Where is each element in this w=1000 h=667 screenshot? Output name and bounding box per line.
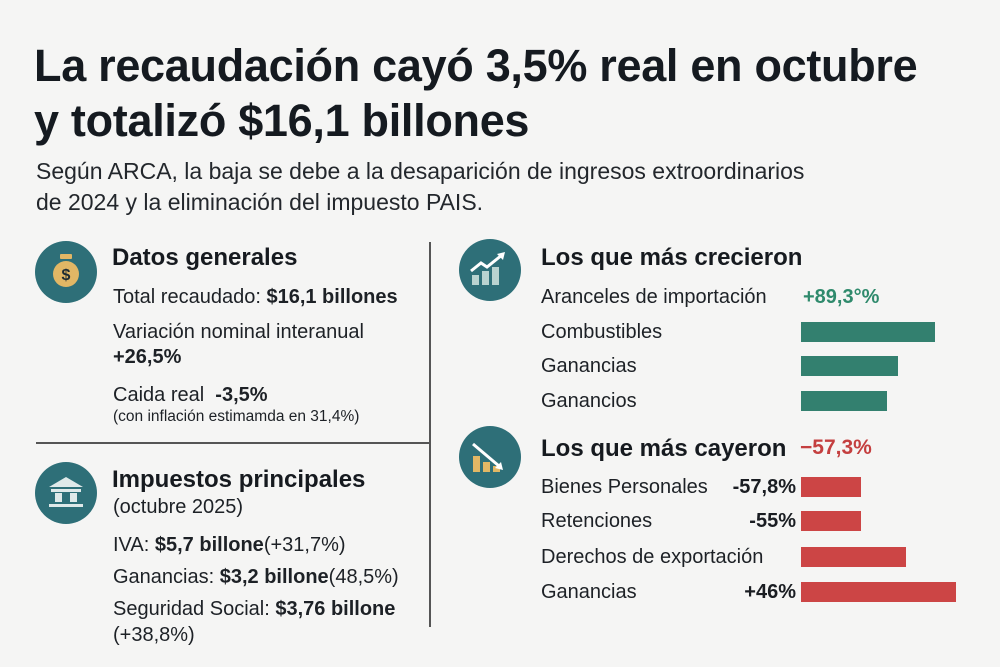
subtitle-line-2: de 2024 y la eliminación del impuesto PA… [36, 189, 484, 215]
cayeron-label: Derechos de exportación [541, 546, 764, 568]
crecieron-bar [801, 322, 935, 342]
cayeron-label: Retenciones [541, 510, 653, 532]
money-bag-icon: $ [35, 241, 97, 303]
cayeron-heading: Los que más cayeron [541, 435, 787, 462]
title-line-1: La recaudación cayó 3,5% real en octubre [34, 40, 918, 91]
impuesto-label: Ganancias: [113, 566, 215, 588]
cayeron-value: +46% [744, 581, 796, 603]
cayeron-bar [801, 547, 906, 567]
bank-building-icon [35, 462, 97, 524]
caida-value: -3,5% [215, 384, 268, 406]
impuestos-heading: Impuestos principales [112, 466, 366, 493]
horizontal-divider [36, 442, 430, 444]
total-value: $16,1 billones [266, 286, 398, 308]
cayeron-bar [801, 511, 861, 531]
impuesto-value: $3,2 billone [219, 566, 329, 588]
impuesto-row: Seguridad Social: $3,76 billone [113, 598, 395, 621]
crecieron-heading: Los que más crecieron [541, 244, 803, 271]
title-line-2: y totalizó $16,1 billones [34, 95, 530, 146]
total-label: Total recaudado: [113, 286, 261, 308]
crecieron-bar [801, 391, 887, 411]
impuesto-row: IVA: $5,7 billone(+31,7%) [113, 534, 346, 557]
cayeron-bar [801, 582, 956, 602]
total-recaudado: Total recaudado: $16,1 billones [113, 286, 398, 309]
crecieron-value: +89,3°% [803, 286, 880, 308]
subtitle-line-1: Según ARCA, la baja se debe a la desapar… [36, 158, 805, 184]
variacion-value: +26,5% [113, 346, 182, 368]
vertical-divider [429, 242, 431, 627]
impuesto-change: (+38,8%) [113, 624, 195, 646]
impuesto-change: (+31,7%) [263, 534, 346, 556]
crecieron-bar [801, 356, 898, 376]
impuesto-value: $3,76 billone [275, 598, 396, 620]
trend-up-chart-icon [459, 239, 521, 301]
crecieron-label: Ganancias [541, 355, 637, 377]
cayeron-label: Ganancias [541, 581, 637, 603]
datos-generales-heading: Datos generales [112, 244, 298, 271]
cayeron-label: Bienes Personales [541, 476, 708, 498]
impuesto-label: Seguridad Social: [113, 598, 270, 620]
variacion-label: Variación nominal interanual [113, 321, 364, 343]
impuesto-change: (48,5%) [328, 566, 399, 588]
impuesto-label: IVA: [113, 534, 150, 556]
trend-down-chart-icon [459, 426, 521, 488]
caida-real: Caida real -3,5% [113, 384, 268, 407]
page-title: La recaudación cayó 3,5% real en octubre… [34, 38, 918, 148]
impuesto-row: Ganancias: $3,2 billone(48,5%) [113, 566, 399, 589]
cayeron-bar [801, 477, 861, 497]
cayeron-heading-value: −57,3% [800, 436, 872, 459]
svg-text:$: $ [62, 267, 71, 284]
subtitle: Según ARCA, la baja se debe a la desapar… [36, 156, 804, 218]
inflation-note: (con inflación estimamda en 31,4%) [113, 408, 360, 425]
caida-label: Caida real [113, 384, 205, 406]
crecieron-label: Aranceles de importación [541, 286, 767, 308]
crecieron-label: Combustibles [541, 321, 663, 343]
impuesto-value: $5,7 billone [154, 534, 264, 556]
cayeron-value: -57,8% [732, 476, 796, 498]
impuestos-period: (octubre 2025) [113, 496, 244, 518]
crecieron-label: Ganancios [541, 390, 637, 412]
cayeron-value: -55% [749, 510, 796, 532]
